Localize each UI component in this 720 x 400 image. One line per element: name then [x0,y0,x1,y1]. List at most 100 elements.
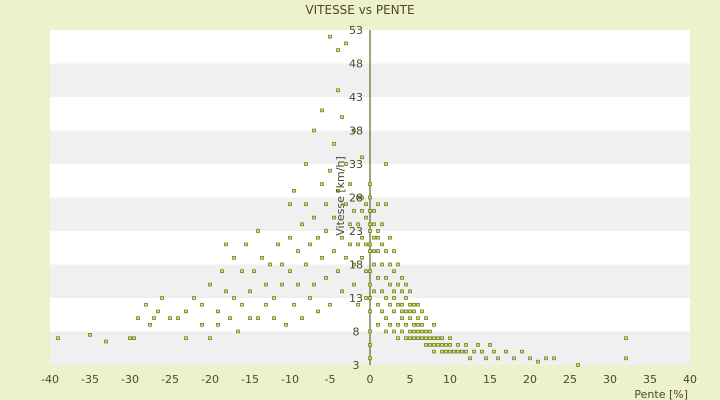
data-point [248,289,252,294]
data-point [176,316,180,320]
x-axis-ticks: -40 -35 -30 -25 -20 -15 -10 -5 0 5 10 15 20 25 30 35 40 [41,373,697,386]
data-point [368,309,372,314]
data-point [136,316,140,320]
data-point [364,269,368,273]
data-point [372,235,376,240]
data-point [132,336,136,340]
data-point [396,282,400,287]
data-point [384,249,388,253]
data-point [432,336,436,340]
data-point [376,235,380,240]
data-point [404,296,408,300]
x-tick-label: 20 [523,373,537,386]
data-point [312,128,316,133]
data-point [428,336,432,340]
data-point [320,255,324,260]
data-point [324,202,328,207]
data-point [344,202,348,207]
data-point [328,168,332,173]
data-point [368,249,372,253]
data-point [324,276,328,280]
data-point [308,242,312,247]
data-point [388,262,392,267]
data-point [368,222,372,227]
data-point [536,359,540,364]
data-point [392,249,396,253]
x-tick-label: 0 [367,373,374,386]
data-point [388,282,392,287]
data-point [316,309,320,314]
data-point [284,322,288,327]
data-point [416,336,420,340]
data-point [324,229,328,233]
data-point [372,262,376,267]
data-point [388,302,392,307]
data-point [468,356,472,361]
data-point [400,316,404,320]
data-point [372,289,376,294]
data-point [448,343,452,347]
data-point [372,249,376,253]
data-point [416,302,420,307]
data-point [392,329,396,334]
data-point [356,222,360,227]
data-point [400,329,404,334]
data-point [264,302,268,307]
data-point [332,215,336,220]
data-point [360,255,364,260]
data-point [376,322,380,327]
data-point [264,282,268,287]
data-point [624,336,628,340]
x-tick-label: -40 [41,373,59,386]
data-point [376,249,380,253]
data-point [200,302,204,307]
data-point [404,309,408,314]
data-point [104,339,108,344]
data-point [408,302,412,307]
data-point [472,349,476,354]
data-point [352,282,356,287]
data-point [240,269,244,273]
data-point [464,349,468,354]
data-point [504,349,508,354]
data-point [364,215,368,220]
data-point [372,209,376,213]
data-point [444,343,448,347]
data-point [292,302,296,307]
data-point [320,108,324,113]
y-axis-label: Vitesse [km/h] [334,156,347,236]
data-point [260,255,264,260]
data-point [488,343,492,347]
y-tick-label: 3 [353,359,360,372]
data-point [280,262,284,267]
data-point [348,222,352,227]
data-point [336,88,340,93]
data-point [276,242,280,247]
data-point [412,329,416,334]
data-point [360,235,364,240]
data-point [416,316,420,320]
data-point [496,356,500,361]
data-point [424,343,428,347]
data-point [444,349,448,354]
data-point [156,309,160,314]
data-points [56,34,628,367]
data-point [400,289,404,294]
data-point [392,269,396,273]
data-point [404,322,408,327]
data-point [244,242,248,247]
data-point [376,302,380,307]
x-tick-label: 10 [443,373,457,386]
data-point [440,349,444,354]
data-point [448,336,452,340]
data-point [436,336,440,340]
data-point [336,269,340,273]
data-point [352,209,356,213]
data-point [384,316,388,320]
y-tick-label: 43 [349,91,363,104]
data-point [408,309,412,314]
x-tick-label: 40 [683,373,697,386]
data-point [148,322,152,327]
